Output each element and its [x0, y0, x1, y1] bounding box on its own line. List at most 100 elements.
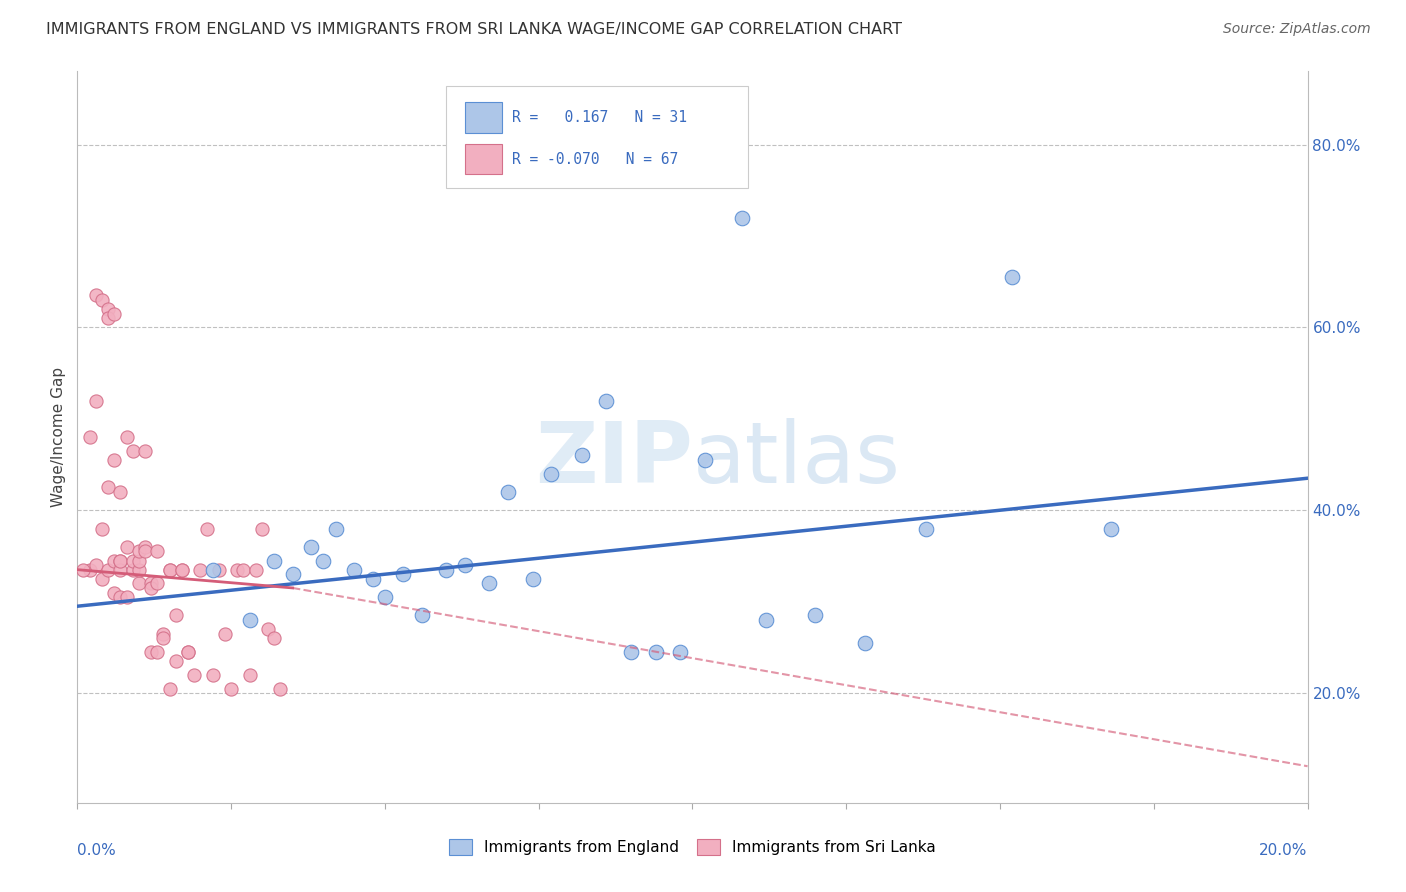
Point [177, 645, 200, 659]
Point [128, 563, 150, 577]
Point [454, 558, 477, 573]
Text: atlas: atlas [693, 417, 900, 500]
Point [170, 563, 193, 577]
Point [90, 293, 114, 307]
Point [436, 563, 458, 577]
Point [97, 563, 120, 577]
Point [97, 480, 120, 494]
Point [115, 590, 138, 604]
Text: Source: ZipAtlas.com: Source: ZipAtlas.com [1223, 22, 1371, 37]
Point [103, 453, 125, 467]
Point [201, 563, 224, 577]
Point [134, 443, 156, 458]
Point [195, 521, 218, 535]
Point [165, 654, 187, 668]
Point [325, 521, 347, 535]
Point [755, 613, 778, 627]
Legend: Immigrants from England, Immigrants from Sri Lanka: Immigrants from England, Immigrants from… [443, 833, 942, 861]
Point [693, 453, 716, 467]
Point [97, 302, 120, 317]
Point [731, 211, 754, 225]
Point [915, 521, 938, 535]
Point [134, 544, 156, 558]
Point [103, 585, 125, 599]
Text: R = -0.070   N = 67: R = -0.070 N = 67 [512, 152, 678, 167]
Text: IMMIGRANTS FROM ENGLAND VS IMMIGRANTS FROM SRI LANKA WAGE/INCOME GAP CORRELATION: IMMIGRANTS FROM ENGLAND VS IMMIGRANTS FR… [46, 22, 903, 37]
Point [226, 563, 249, 577]
Text: ZIP: ZIP [534, 417, 693, 500]
Point [177, 645, 200, 659]
Point [312, 553, 335, 567]
Point [110, 563, 132, 577]
Point [121, 563, 143, 577]
Point [281, 567, 304, 582]
Point [121, 443, 143, 458]
Point [103, 553, 125, 567]
Point [644, 645, 666, 659]
Point [110, 553, 132, 567]
Point [97, 311, 120, 326]
Point [115, 430, 138, 444]
Point [522, 572, 544, 586]
Point [128, 576, 150, 591]
Point [620, 645, 643, 659]
Point [853, 636, 876, 650]
Point [146, 576, 169, 591]
Point [72, 563, 94, 577]
Point [669, 645, 692, 659]
Point [165, 608, 187, 623]
Point [232, 563, 254, 577]
Point [214, 626, 236, 640]
FancyBboxPatch shape [465, 102, 502, 133]
Point [595, 393, 617, 408]
Point [201, 667, 224, 681]
Point [250, 521, 273, 535]
Point [239, 667, 262, 681]
Point [1001, 270, 1024, 285]
Point [84, 288, 107, 302]
Point [159, 681, 181, 696]
Point [84, 393, 107, 408]
Point [110, 553, 132, 567]
Point [269, 681, 291, 696]
Point [115, 540, 138, 554]
Point [141, 576, 163, 591]
Point [110, 590, 132, 604]
Point [159, 563, 181, 577]
Point [343, 563, 366, 577]
Point [299, 540, 322, 554]
Point [121, 553, 143, 567]
Point [90, 572, 114, 586]
Point [134, 540, 156, 554]
Point [208, 563, 231, 577]
Point [188, 563, 212, 577]
Point [128, 544, 150, 558]
Point [478, 576, 501, 591]
Point [219, 681, 242, 696]
Point [152, 626, 174, 640]
Point [245, 563, 267, 577]
Point [239, 613, 262, 627]
Point [257, 622, 280, 636]
Point [141, 581, 163, 595]
Point [128, 553, 150, 567]
FancyBboxPatch shape [465, 144, 502, 175]
Y-axis label: Wage/Income Gap: Wage/Income Gap [51, 367, 66, 508]
Point [146, 544, 169, 558]
Point [103, 307, 125, 321]
Point [79, 430, 101, 444]
Point [392, 567, 415, 582]
Point [411, 608, 433, 623]
Point [183, 667, 205, 681]
Text: R =   0.167   N = 31: R = 0.167 N = 31 [512, 110, 686, 125]
Point [79, 563, 101, 577]
FancyBboxPatch shape [447, 86, 748, 188]
Text: 20.0%: 20.0% [1260, 843, 1308, 858]
Point [90, 521, 114, 535]
Point [84, 558, 107, 573]
Point [263, 632, 285, 646]
Text: 0.0%: 0.0% [77, 843, 117, 858]
Point [159, 563, 181, 577]
Point [496, 485, 519, 500]
Point [804, 608, 827, 623]
